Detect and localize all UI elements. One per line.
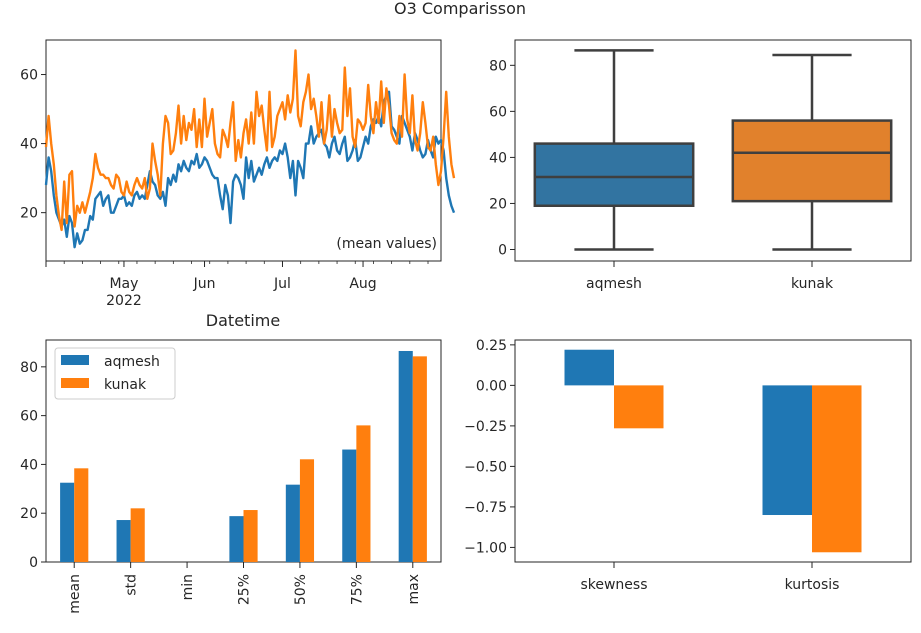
stats-xtick-label: mean xyxy=(67,574,83,614)
stats-xtick-label: 50% xyxy=(293,574,309,605)
timeseries-xtick-label: May xyxy=(109,276,138,292)
timeseries-xtick-label: Jul xyxy=(273,276,291,292)
stats-ytick-label: 60 xyxy=(20,409,38,425)
shape-bars xyxy=(564,349,862,553)
shape-axes-frame xyxy=(514,339,912,563)
stats-bar-aqmesh xyxy=(342,449,357,562)
shape-ytick-label: −0.50 xyxy=(464,459,507,475)
boxplot-ytick-label: 40 xyxy=(489,150,507,166)
boxplot-ticks: 0 20 40 60 80 aqmesh kunak xyxy=(489,58,834,292)
boxplot-ytick-label: 60 xyxy=(489,104,507,120)
timeseries-xtick-label: Jun xyxy=(193,276,216,292)
timeseries-ytick-label: 60 xyxy=(20,68,38,84)
stats-bar-panel: 0 20 40 60 80 mean std min 25% 50% 75% max aqmesh k… xyxy=(20,339,442,614)
timeseries-xlabel: Datetime xyxy=(206,311,280,330)
shape-bar-kunak xyxy=(812,385,862,553)
stats-bar-kunak xyxy=(74,468,89,562)
line-kunak xyxy=(44,49,456,232)
timeseries-lines xyxy=(44,49,456,249)
stats-ytick-label: 0 xyxy=(29,555,38,571)
stats-ytick-label: 20 xyxy=(20,506,38,522)
boxplot-panel: 0 20 40 60 80 aqmesh kunak xyxy=(489,39,912,292)
stats-xtick-label: std xyxy=(124,574,140,596)
shape-xtick-label: kurtosis xyxy=(785,577,840,593)
stats-bar-aqmesh xyxy=(60,482,75,562)
boxplot-ytick-label: 0 xyxy=(498,242,507,258)
shape-ticks: 0.25 0.00 −0.25 −0.50 −0.75 −1.00 skewness kurt… xyxy=(464,338,839,593)
shape-xtick-label: skewness xyxy=(580,577,647,593)
shape-ytick-label: 0.00 xyxy=(476,378,507,394)
stats-ytick-label: 80 xyxy=(20,360,38,376)
boxplot-marks xyxy=(533,49,893,251)
timeseries-annotation: (mean values) xyxy=(336,236,437,252)
boxplot-xtick-label: aqmesh xyxy=(586,276,642,292)
box-kunak xyxy=(731,119,893,203)
timeseries-ytick-label: 20 xyxy=(20,206,38,222)
shape-bar-panel: 0.25 0.00 −0.25 −0.50 −0.75 −1.00 skewness kurt… xyxy=(464,338,912,593)
figure-suptitle: O3 Comparisson xyxy=(394,0,526,18)
boxplot-xtick-label: kunak xyxy=(791,276,834,292)
boxplot-axes-frame xyxy=(514,39,912,262)
shape-ytick-label: −1.00 xyxy=(464,540,507,556)
stats-xtick-label: max xyxy=(406,574,422,605)
timeseries-axes-frame xyxy=(45,39,442,262)
shape-ytick-label: 0.25 xyxy=(476,338,507,354)
legend-label-kunak: kunak xyxy=(104,377,147,393)
stats-bar-kunak xyxy=(412,356,427,562)
stats-bar-kunak xyxy=(130,508,145,562)
stats-xtick-label: min xyxy=(180,574,196,600)
shape-ytick-label: −0.75 xyxy=(464,500,507,516)
timeseries-ytick-label: 40 xyxy=(20,137,38,153)
box-aqmesh xyxy=(533,142,695,207)
stats-bar-aqmesh xyxy=(229,516,244,562)
stats-ytick-label: 40 xyxy=(20,457,38,473)
legend-swatch-aqmesh xyxy=(61,355,89,365)
shape-bar-aqmesh xyxy=(762,385,812,516)
shape-ytick-label: −0.25 xyxy=(464,419,507,435)
timeseries-xtick-label: Aug xyxy=(349,276,376,292)
boxplot-ytick-label: 80 xyxy=(489,58,507,74)
stats-xtick-label: 25% xyxy=(237,574,253,605)
stats-xtick-label: 75% xyxy=(349,574,365,605)
shape-bar-aqmesh xyxy=(564,349,614,386)
stats-bar-aqmesh xyxy=(398,350,413,562)
stats-ticks: 0 20 40 60 80 mean std min 25% 50% 75% max xyxy=(20,360,422,614)
stats-bars xyxy=(60,350,427,562)
stats-bar-kunak xyxy=(356,425,371,562)
boxplot-ytick-label: 20 xyxy=(489,196,507,212)
timeseries-xtick-sublabel: 2022 xyxy=(106,293,142,309)
stats-bar-aqmesh xyxy=(116,520,131,562)
shape-bar-kunak xyxy=(614,385,664,429)
legend-label-aqmesh: aqmesh xyxy=(104,354,160,370)
stats-bar-kunak xyxy=(299,459,315,562)
stats-legend: aqmesh kunak xyxy=(54,347,176,400)
legend-swatch-kunak xyxy=(61,378,89,388)
stats-bar-kunak xyxy=(243,510,258,562)
stats-bar-aqmesh xyxy=(285,484,300,562)
